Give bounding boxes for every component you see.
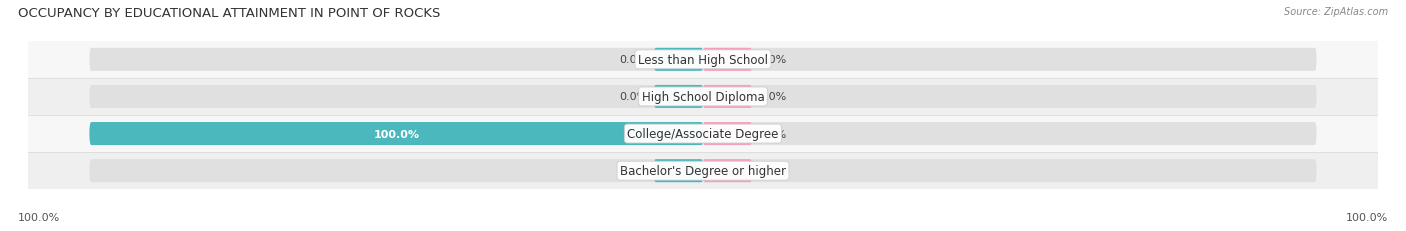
Text: 100.0%: 100.0%	[1346, 212, 1388, 222]
Text: 0.0%: 0.0%	[758, 166, 786, 176]
FancyBboxPatch shape	[90, 122, 703, 146]
FancyBboxPatch shape	[703, 85, 752, 109]
FancyBboxPatch shape	[90, 159, 1316, 182]
Text: 0.0%: 0.0%	[620, 166, 648, 176]
FancyBboxPatch shape	[90, 122, 1316, 146]
Text: 0.0%: 0.0%	[758, 55, 786, 65]
FancyBboxPatch shape	[703, 159, 752, 182]
Text: 0.0%: 0.0%	[758, 129, 786, 139]
FancyBboxPatch shape	[654, 85, 703, 109]
Bar	[28, 42, 1378, 79]
Text: 0.0%: 0.0%	[620, 55, 648, 65]
Text: College/Associate Degree: College/Associate Degree	[627, 128, 779, 140]
FancyBboxPatch shape	[90, 49, 1316, 72]
Bar	[28, 79, 1378, 116]
FancyBboxPatch shape	[654, 49, 703, 72]
Bar	[28, 116, 1378, 152]
FancyBboxPatch shape	[90, 85, 1316, 109]
Text: Bachelor's Degree or higher: Bachelor's Degree or higher	[620, 164, 786, 177]
FancyBboxPatch shape	[703, 49, 752, 72]
Text: Less than High School: Less than High School	[638, 54, 768, 67]
Text: OCCUPANCY BY EDUCATIONAL ATTAINMENT IN POINT OF ROCKS: OCCUPANCY BY EDUCATIONAL ATTAINMENT IN P…	[18, 7, 440, 20]
Text: 100.0%: 100.0%	[18, 212, 60, 222]
FancyBboxPatch shape	[654, 159, 703, 182]
FancyBboxPatch shape	[703, 122, 752, 146]
Text: 0.0%: 0.0%	[620, 92, 648, 102]
Text: 100.0%: 100.0%	[373, 129, 419, 139]
Text: 0.0%: 0.0%	[758, 92, 786, 102]
Bar	[28, 152, 1378, 189]
Text: High School Diploma: High School Diploma	[641, 91, 765, 103]
Text: Source: ZipAtlas.com: Source: ZipAtlas.com	[1284, 7, 1388, 17]
